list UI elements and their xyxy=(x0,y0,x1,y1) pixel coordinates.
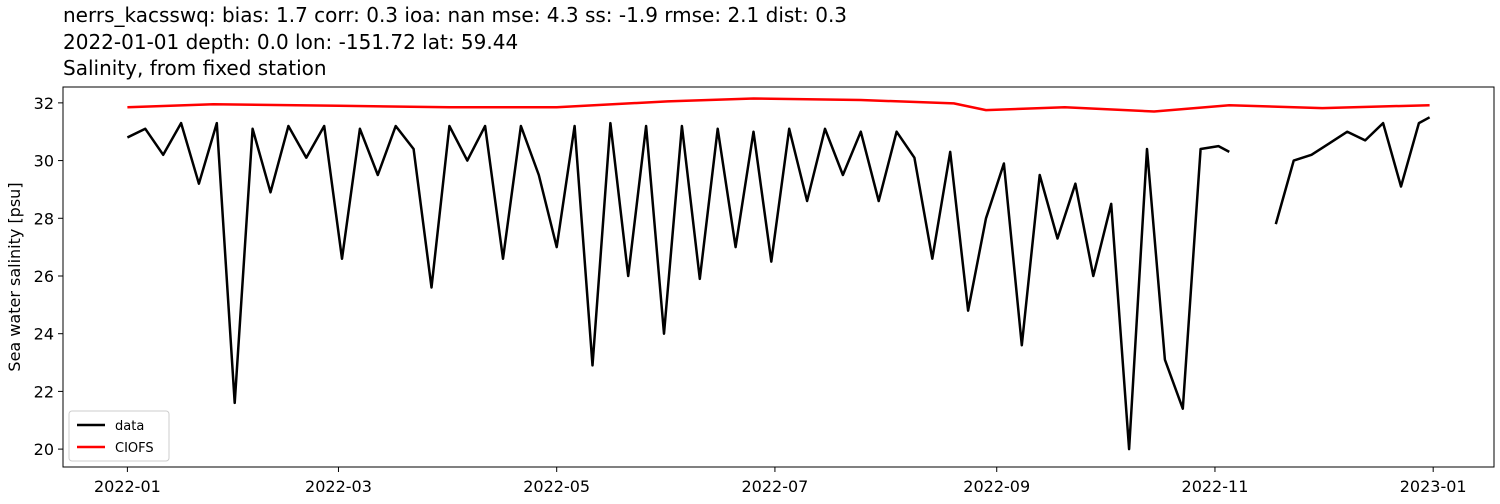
axes-frame xyxy=(62,86,1495,468)
title-line: nerrs_kacsswq: bias: 1.7 corr: 0.3 ioa: … xyxy=(63,3,847,27)
y-tick-label: 22 xyxy=(34,382,54,401)
x-tick-label: 2022-01 xyxy=(94,477,161,496)
x-tick-label: 2022-05 xyxy=(523,477,590,496)
y-tick-label: 20 xyxy=(34,440,54,459)
y-tick-label: 26 xyxy=(34,267,54,286)
x-tick-label: 2022-09 xyxy=(963,477,1030,496)
x-tick-label: 2022-11 xyxy=(1182,477,1249,496)
title-line: 2022-01-01 depth: 0.0 lon: -151.72 lat: … xyxy=(63,30,518,54)
legend-box xyxy=(68,410,170,462)
x-tick-label: 2023-01 xyxy=(1400,477,1467,496)
title-line: Salinity, from fixed station xyxy=(63,56,327,80)
legend-label: CIOFS xyxy=(115,441,154,456)
legend-label: data xyxy=(115,419,144,434)
x-tick-label: 2022-07 xyxy=(741,477,808,496)
y-tick-label: 30 xyxy=(34,152,54,171)
y-tick-label: 32 xyxy=(34,94,54,113)
y-axis-label: Sea water salinity [psu] xyxy=(5,182,24,371)
y-tick-label: 24 xyxy=(34,325,54,344)
series-line xyxy=(126,116,1431,451)
series-line xyxy=(127,97,1430,113)
legend: data CIOFS xyxy=(68,410,170,462)
x-tick-label: 2022-03 xyxy=(305,477,372,496)
y-tick-label: 28 xyxy=(34,209,54,228)
